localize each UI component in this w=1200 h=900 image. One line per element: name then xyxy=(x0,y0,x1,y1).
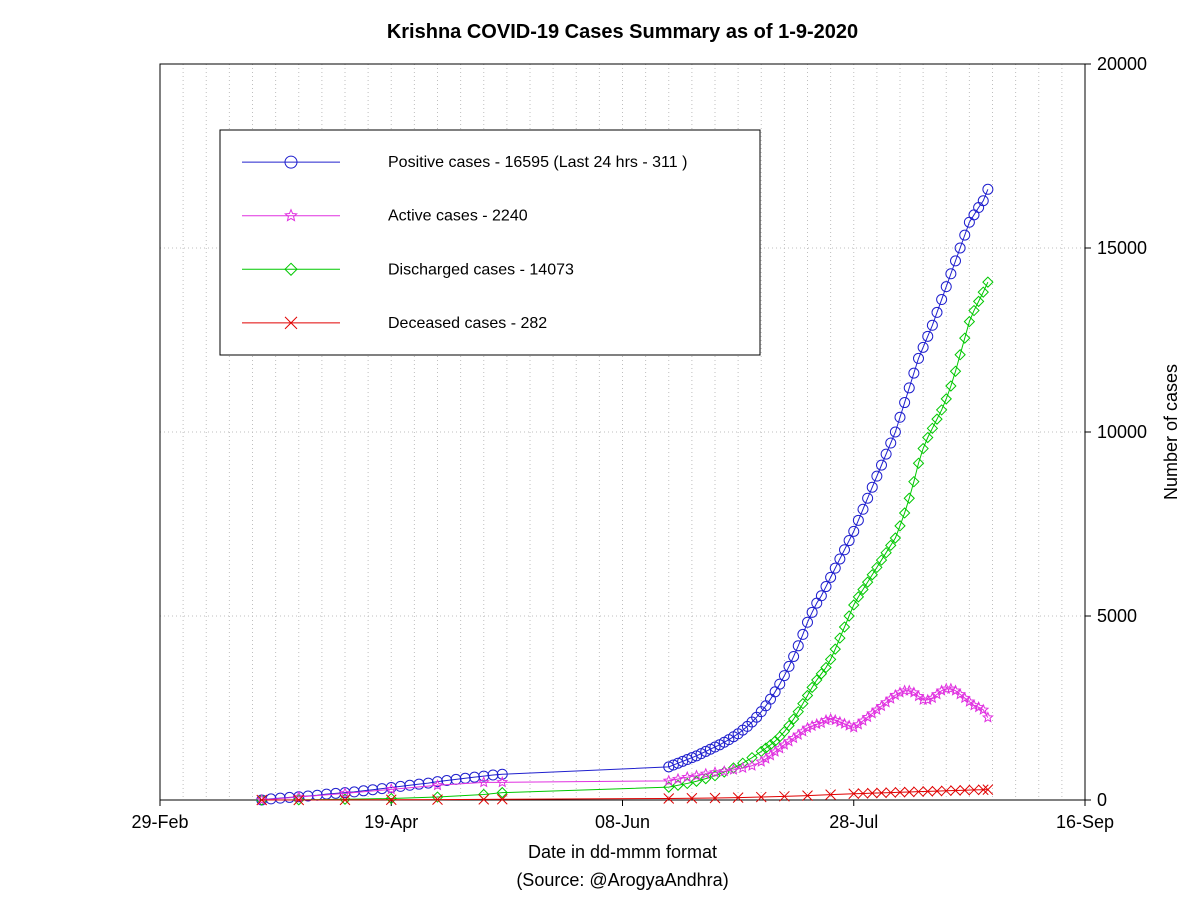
source-label: (Source: @ArogyaAndhra) xyxy=(516,870,728,890)
x-tick-label: 28-Jul xyxy=(829,812,878,832)
chart-svg: Krishna COVID-19 Cases Summary as of 1-9… xyxy=(0,0,1200,900)
chart-container: Krishna COVID-19 Cases Summary as of 1-9… xyxy=(0,0,1200,900)
x-tick-label: 29-Feb xyxy=(131,812,188,832)
x-axis-label: Date in dd-mmm format xyxy=(528,842,717,862)
x-tick-label: 08-Jun xyxy=(595,812,650,832)
x-tick-label: 16-Sep xyxy=(1056,812,1114,832)
legend-label-positive: Positive cases - 16595 (Last 24 hrs - 31… xyxy=(388,154,687,171)
y-tick-label: 5000 xyxy=(1097,606,1137,626)
x-tick-label: 19-Apr xyxy=(364,812,418,832)
legend-label-deceased: Deceased cases - 282 xyxy=(388,315,547,332)
y-tick-label: 10000 xyxy=(1097,422,1147,442)
legend-label-active: Active cases - 2240 xyxy=(388,208,528,225)
y-tick-label: 0 xyxy=(1097,790,1107,810)
chart-title: Krishna COVID-19 Cases Summary as of 1-9… xyxy=(387,21,858,43)
y-tick-label: 15000 xyxy=(1097,238,1147,258)
y-tick-label: 20000 xyxy=(1097,54,1147,74)
legend: Positive cases - 16595 (Last 24 hrs - 31… xyxy=(220,130,760,355)
y-axis-label: Number of cases xyxy=(1161,364,1181,500)
legend-label-discharged: Discharged cases - 14073 xyxy=(388,261,574,278)
